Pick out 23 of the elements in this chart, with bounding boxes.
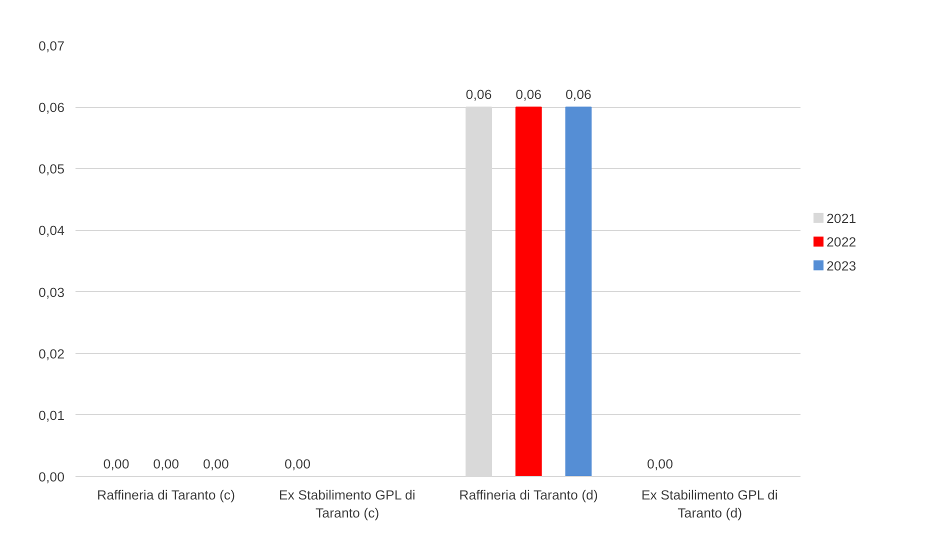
data-label: 0,06 <box>516 87 542 102</box>
y-tick-label: 0,01 <box>38 408 65 423</box>
y-tick-label: 0,03 <box>38 284 65 300</box>
x-tick-label: Raffineria di Taranto (c) <box>96 488 236 502</box>
legend-label: 2023 <box>826 258 856 274</box>
data-label: 0,06 <box>466 87 492 102</box>
legend-label: 2021 <box>826 210 856 226</box>
data-label: 0,00 <box>103 456 130 472</box>
x-tick-label: Ex Stabilimento GPL di Taranto (c) <box>278 488 416 520</box>
x-tick-label: Raffineria di Taranto (d) <box>459 488 598 502</box>
data-label: 0,00 <box>647 456 674 472</box>
legend-label: 2022 <box>826 234 856 250</box>
y-tick-label: 0,06 <box>38 100 65 116</box>
data-label: 0,00 <box>284 456 311 472</box>
y-tick-label: 0,05 <box>38 162 65 177</box>
data-label: 0,00 <box>153 456 180 472</box>
y-tick-label: 0,02 <box>38 346 65 362</box>
y-tick-label: 0,00 <box>38 470 65 484</box>
y-tick-label: 0,07 <box>38 38 65 54</box>
data-label: 0,06 <box>566 87 592 102</box>
data-label: 0,00 <box>203 456 229 472</box>
x-tick-label: Ex Stabilimento GPL di Taranto (d) <box>641 488 778 520</box>
y-tick-label: 0,04 <box>38 223 66 238</box>
